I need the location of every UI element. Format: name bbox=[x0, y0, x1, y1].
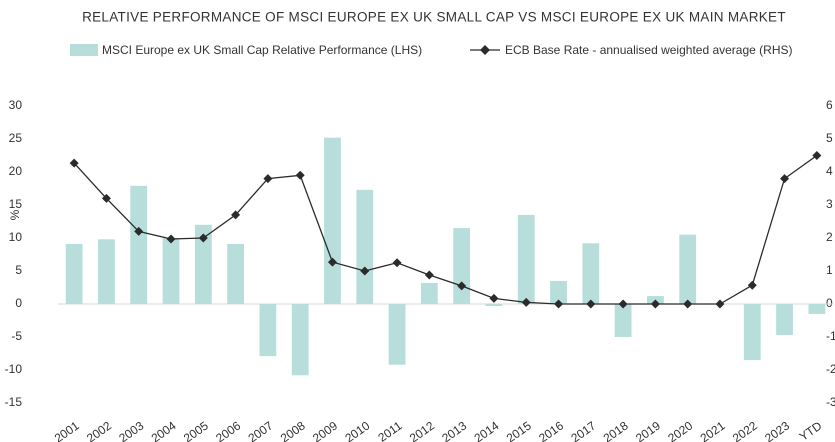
line-marker bbox=[489, 293, 499, 303]
y2-tick-label: 4 bbox=[826, 164, 833, 178]
bar bbox=[517, 214, 535, 304]
y-tick-label: -5 bbox=[11, 329, 22, 343]
x-tick-label: 2020 bbox=[665, 418, 695, 442]
y2-tick-label: 6 bbox=[826, 98, 833, 112]
y-tick-label: 25 bbox=[9, 131, 23, 145]
legend-swatch-bar bbox=[70, 44, 98, 56]
bar bbox=[453, 228, 471, 304]
legend-label: MSCI Europe ex UK Small Cap Relative Per… bbox=[102, 43, 422, 57]
y2-tick-label: -2 bbox=[826, 362, 835, 376]
x-tick-label: 2021 bbox=[698, 418, 728, 442]
x-tick-label: 2003 bbox=[116, 418, 146, 442]
x-tick-label: 2023 bbox=[762, 418, 792, 442]
bar bbox=[356, 189, 374, 304]
line-marker bbox=[166, 234, 176, 244]
legend-marker bbox=[480, 45, 490, 55]
y2-tick-label: 1 bbox=[826, 263, 833, 277]
y2-tick-label: 3 bbox=[826, 197, 833, 211]
bar bbox=[227, 243, 244, 304]
x-tick-label: 2015 bbox=[504, 418, 534, 442]
y-tick-label: 15 bbox=[9, 197, 23, 211]
bar bbox=[582, 243, 600, 304]
x-tick-label: 2022 bbox=[730, 418, 760, 442]
y-tick-label: 10 bbox=[9, 230, 23, 244]
line-marker bbox=[618, 299, 628, 309]
x-tick-label: 2002 bbox=[84, 418, 114, 442]
x-tick-label: 2016 bbox=[536, 418, 566, 442]
x-tick-label: YTD bbox=[797, 418, 825, 442]
x-tick-label: 2008 bbox=[278, 418, 308, 442]
y2-tick-label: 0 bbox=[826, 296, 833, 310]
line-marker bbox=[327, 257, 337, 267]
bar bbox=[420, 282, 438, 304]
y-tick-label: -15 bbox=[5, 395, 23, 409]
x-tick-label: 2017 bbox=[568, 418, 598, 442]
x-tick-label: 2019 bbox=[633, 418, 663, 442]
line-marker bbox=[715, 299, 725, 309]
x-tick-label: 2014 bbox=[472, 418, 502, 442]
line-marker bbox=[134, 226, 144, 236]
line-marker bbox=[521, 297, 531, 307]
bar bbox=[743, 304, 761, 361]
y-tick-label: 30 bbox=[9, 98, 23, 112]
y2-tick-label: -1 bbox=[826, 329, 835, 343]
line-marker bbox=[424, 270, 434, 280]
line-marker bbox=[360, 266, 370, 276]
line-marker bbox=[231, 210, 241, 220]
bar bbox=[485, 304, 503, 306]
x-tick-label: 2011 bbox=[375, 418, 404, 442]
line-marker bbox=[295, 170, 305, 180]
x-tick-label: 2004 bbox=[149, 418, 179, 442]
x-tick-label: 2009 bbox=[310, 418, 340, 442]
bar bbox=[98, 239, 115, 304]
legend-label: ECB Base Rate - annualised weighted aver… bbox=[505, 43, 792, 57]
chart-title: RELATIVE PERFORMANCE OF MSCI EUROPE EX U… bbox=[82, 10, 786, 25]
y-tick-label: 0 bbox=[15, 296, 22, 310]
x-tick-label: 2001 bbox=[52, 418, 82, 442]
y-tick-label: -10 bbox=[5, 362, 23, 376]
bar bbox=[65, 243, 83, 304]
x-tick-label: 2010 bbox=[342, 418, 372, 442]
bar bbox=[162, 238, 180, 304]
line-marker bbox=[457, 281, 467, 291]
bar bbox=[550, 280, 567, 304]
line-marker bbox=[554, 299, 564, 309]
bar bbox=[776, 304, 793, 336]
bar bbox=[291, 304, 309, 376]
line bbox=[73, 154, 818, 305]
x-tick-label: 2006 bbox=[213, 418, 243, 442]
y2-tick-label: 5 bbox=[826, 131, 833, 145]
line-marker bbox=[198, 233, 208, 243]
bar bbox=[130, 185, 148, 304]
line-marker bbox=[263, 174, 273, 184]
x-tick-label: 2013 bbox=[439, 418, 469, 442]
bar bbox=[808, 304, 826, 314]
line-marker bbox=[683, 299, 693, 309]
y-axis-label: % bbox=[8, 209, 22, 220]
y2-tick-label: 2 bbox=[826, 230, 833, 244]
line-marker bbox=[812, 151, 822, 160]
line-marker bbox=[747, 280, 757, 290]
y-tick-label: 20 bbox=[9, 164, 23, 178]
x-tick-label: 2005 bbox=[181, 418, 211, 442]
line-marker bbox=[392, 258, 402, 268]
bar bbox=[259, 304, 277, 357]
x-tick-label: 2007 bbox=[246, 418, 276, 442]
line-marker bbox=[780, 174, 790, 184]
x-tick-label: 2012 bbox=[407, 418, 437, 442]
x-tick-label: 2018 bbox=[601, 418, 631, 442]
bar bbox=[614, 304, 632, 337]
y-tick-label: 5 bbox=[15, 263, 22, 277]
bar bbox=[324, 137, 341, 304]
line-marker bbox=[586, 299, 596, 309]
y2-tick-label: -3 bbox=[826, 395, 835, 409]
bar bbox=[679, 234, 697, 304]
line-marker bbox=[650, 299, 660, 309]
line-marker bbox=[69, 158, 79, 168]
bar bbox=[194, 224, 212, 304]
bar bbox=[388, 304, 406, 365]
line-marker bbox=[101, 193, 111, 203]
